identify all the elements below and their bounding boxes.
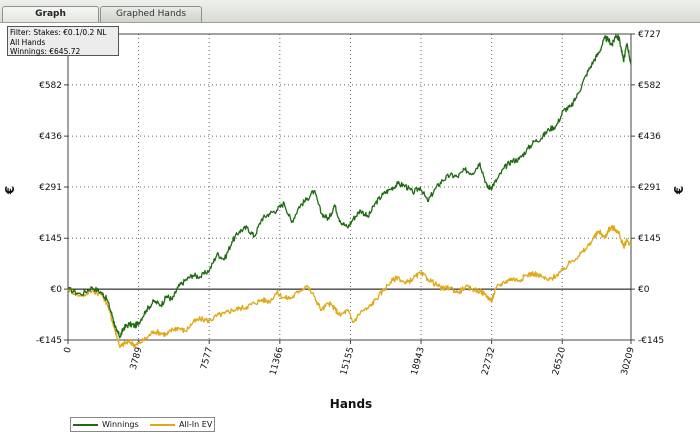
y-tick-label-left: €0: [51, 285, 63, 295]
x-tick-label: 22732: [480, 346, 497, 376]
winnings-chart: 0 3789 7577 11366 15155 18943 22732 26520 30209-…: [3, 30, 686, 411]
tab-graphed-hands[interactable]: Graphed Hands: [100, 6, 202, 22]
y-tick-label-right: €291: [638, 183, 661, 193]
tab-bar: Graph Graphed Hands: [0, 0, 700, 23]
hands-filter-text: All Hands: [10, 37, 46, 47]
x-tick-label: 26520: [551, 346, 568, 377]
tab-graph[interactable]: Graph: [2, 6, 99, 22]
series-line-allin-ev: [67, 224, 632, 349]
x-tick-label: 30209: [620, 346, 637, 377]
y-tick-label-left: €582: [39, 81, 62, 91]
x-tick-label: 3789: [129, 346, 145, 371]
legend-label-allin-ev: All-In EV: [179, 420, 213, 429]
y-tick-label-right: €582: [638, 81, 661, 91]
filter-text: Filter: Stakes: €0.1/0.2 NL: [10, 28, 107, 37]
x-tick-label: 7577: [200, 346, 216, 371]
chart-area: 0 3789 7577 11366 15155 18943 22732 26520 30209-…: [0, 22, 700, 438]
legend-swatch-winnings: [73, 424, 98, 426]
y-tick-label-right: €145: [638, 234, 661, 244]
x-tick-label: 18943: [410, 346, 427, 376]
y-tick-label-left: €436: [39, 132, 62, 142]
y-tick-label-left: -€145: [36, 336, 62, 346]
winnings-total-text: Winnings: €645.72: [10, 47, 81, 57]
x-tick-label: 15155: [339, 346, 356, 376]
y-axis-title-right: €: [672, 186, 686, 195]
series-line-winnings: [67, 34, 632, 339]
filter-info-box: Filter: Stakes: €0.1/0.2 NL All Hands Wi…: [7, 26, 119, 56]
y-tick-label-right: €436: [638, 132, 661, 142]
chart-legend: Winnings All-In EV: [70, 417, 215, 432]
y-tick-label-right: -€145: [638, 336, 664, 346]
y-axis-title-left: €: [3, 186, 17, 195]
y-tick-label-left: €145: [39, 234, 62, 244]
grid-layer: [68, 34, 631, 340]
series-layer: [67, 34, 632, 349]
y-tick-label-left: €291: [39, 183, 62, 193]
x-tick-label: 11366: [269, 346, 286, 377]
x-axis-title: Hands: [330, 397, 372, 411]
y-tick-label-right: €727: [638, 30, 661, 40]
axis-layer: [64, 33, 635, 344]
legend-swatch-allin-ev: [150, 424, 175, 426]
y-tick-label-right: €0: [638, 285, 650, 295]
x-tick-label: 0: [63, 346, 74, 354]
legend-label-winnings: Winnings: [102, 420, 139, 429]
